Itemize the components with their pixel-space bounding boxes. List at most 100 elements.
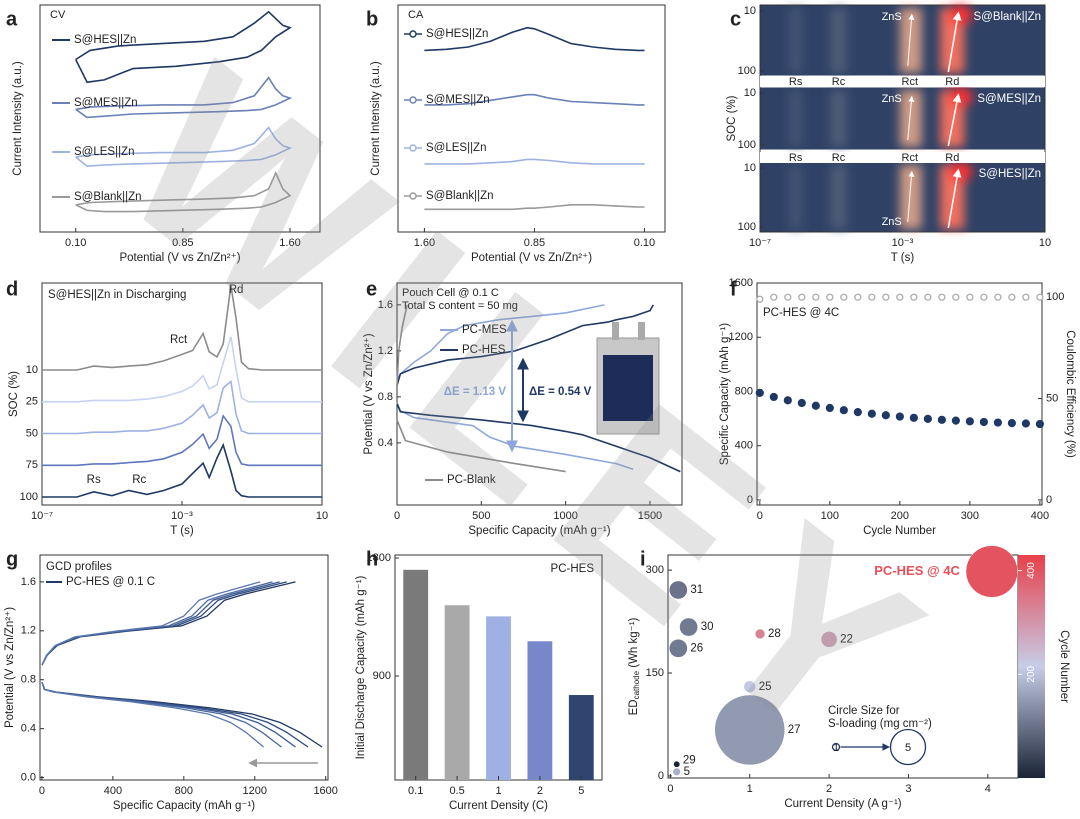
peak-label: Rct xyxy=(902,152,919,164)
data-point xyxy=(812,293,820,301)
legend-label: S@Blank||Zn xyxy=(426,190,494,202)
data-point xyxy=(825,403,834,413)
data-line xyxy=(75,76,293,119)
strip-gap xyxy=(760,76,1045,87)
y-tick-label: 0 xyxy=(747,494,753,506)
heat-bands xyxy=(789,162,973,229)
y-tick-label: 1.6 xyxy=(21,576,36,588)
drt-curve xyxy=(42,285,322,371)
x-tick-label: 3 xyxy=(905,783,911,795)
data-line xyxy=(41,681,296,748)
panel-letter: f xyxy=(730,278,737,300)
data-point xyxy=(839,406,848,415)
x-axis-label: Potential (V vs Zn/Zn²⁺) xyxy=(471,252,592,264)
bubble-label: 25 xyxy=(759,681,772,693)
bubble xyxy=(820,631,838,648)
legend-label: S@Blank||Zn xyxy=(74,191,142,203)
data-point xyxy=(756,295,764,303)
peak-label: Rd xyxy=(945,76,959,88)
data-line xyxy=(424,158,645,165)
x-tick-label: 10⁻⁷ xyxy=(749,237,771,249)
y-tick-label: 100 xyxy=(738,65,756,77)
x-axis-label: T (s) xyxy=(891,252,915,264)
y-tick-label: 0.4 xyxy=(21,723,36,735)
y-axis-label: SOC (%) xyxy=(8,371,20,417)
x-tick-label: 1 xyxy=(495,785,501,797)
legend-marker xyxy=(409,192,417,200)
y-axis-label: Specific Capacity (mAh g⁻¹) xyxy=(719,323,731,465)
bubble-label: 27 xyxy=(788,724,801,736)
data-line xyxy=(396,304,654,386)
data-point xyxy=(1035,419,1044,429)
y2-tick-label: 50 xyxy=(1046,392,1058,404)
data-point xyxy=(994,293,1002,301)
x-tick-label: 300 xyxy=(961,510,979,522)
data-point xyxy=(1007,418,1016,428)
strip-note: ZnS xyxy=(882,11,902,23)
trend-arrow xyxy=(907,95,915,141)
chart-title: CA xyxy=(408,9,424,21)
data-point xyxy=(895,412,904,421)
bubble-label: 31 xyxy=(690,584,703,596)
y-axis-label: EDcathode (Wh kg⁻¹) xyxy=(628,617,641,715)
y-tick-label: 100 xyxy=(20,491,38,503)
data-point xyxy=(966,293,974,301)
y-tick-label: 10 xyxy=(744,5,756,17)
plot-frame xyxy=(397,4,666,233)
chart-title: CV xyxy=(50,9,66,21)
legend-marker xyxy=(409,30,417,38)
panel-letter: c xyxy=(730,8,741,30)
data-point xyxy=(923,414,932,423)
chart-title: GCD profiles xyxy=(46,561,112,573)
data-point xyxy=(1021,419,1030,428)
data-point xyxy=(938,293,946,301)
trend-arrow xyxy=(907,170,915,223)
data-line xyxy=(424,26,645,52)
data-point xyxy=(811,401,820,410)
data-point xyxy=(797,398,806,408)
legend-label: PC-Blank xyxy=(447,474,496,486)
x-tick-label: 4 xyxy=(985,783,991,795)
data-line xyxy=(75,171,292,213)
legend-marker xyxy=(409,96,417,104)
heat-band xyxy=(789,90,802,147)
data-point xyxy=(853,408,862,417)
plot-frame xyxy=(39,554,329,781)
x-tick-label: 1500 xyxy=(638,510,662,522)
bubble-label: 28 xyxy=(768,628,781,640)
trend-arrow xyxy=(947,11,962,73)
panel-letter: d xyxy=(6,278,18,300)
delta-label: ΔE = 1.13 V xyxy=(444,386,507,398)
peak-label: Rc xyxy=(832,76,846,88)
x-tick-label: 0.10 xyxy=(65,237,86,249)
legend-label: PC-MES xyxy=(462,324,507,336)
x-tick-label: 10⁻³ xyxy=(892,237,914,249)
x-tick-label: 0 xyxy=(757,510,763,522)
data-line xyxy=(396,419,566,473)
data-point xyxy=(896,293,904,301)
x-tick-label: 0 xyxy=(667,783,673,795)
y-tick-label: 10 xyxy=(26,364,38,376)
data-point xyxy=(979,417,988,427)
x-tick-label: 1.60 xyxy=(279,237,300,249)
heat-band xyxy=(830,165,847,229)
data-point xyxy=(769,392,778,402)
legend-marker xyxy=(409,144,417,152)
data-line xyxy=(396,403,681,473)
data-line xyxy=(396,402,634,471)
bubble-label: 22 xyxy=(840,633,853,645)
bubble-label: 5 xyxy=(684,766,690,778)
y-tick-label: 1.2 xyxy=(378,345,393,357)
peak-label: Rct xyxy=(902,76,919,88)
colorbar-label: Cycle Number xyxy=(1058,630,1070,703)
bubble xyxy=(673,760,681,768)
x-tick-label: 5 xyxy=(578,785,584,797)
heat-band xyxy=(830,8,847,73)
y-tick-label: 10 xyxy=(744,162,756,174)
panel-letter: g xyxy=(6,548,18,570)
heat-hotspot xyxy=(948,5,973,25)
strip-gap xyxy=(760,152,1045,163)
size-legend-title: S-loading (mg cm⁻²) xyxy=(828,718,932,730)
x-axis-label: Specific Capacity (mAh g⁻¹) xyxy=(113,800,255,812)
